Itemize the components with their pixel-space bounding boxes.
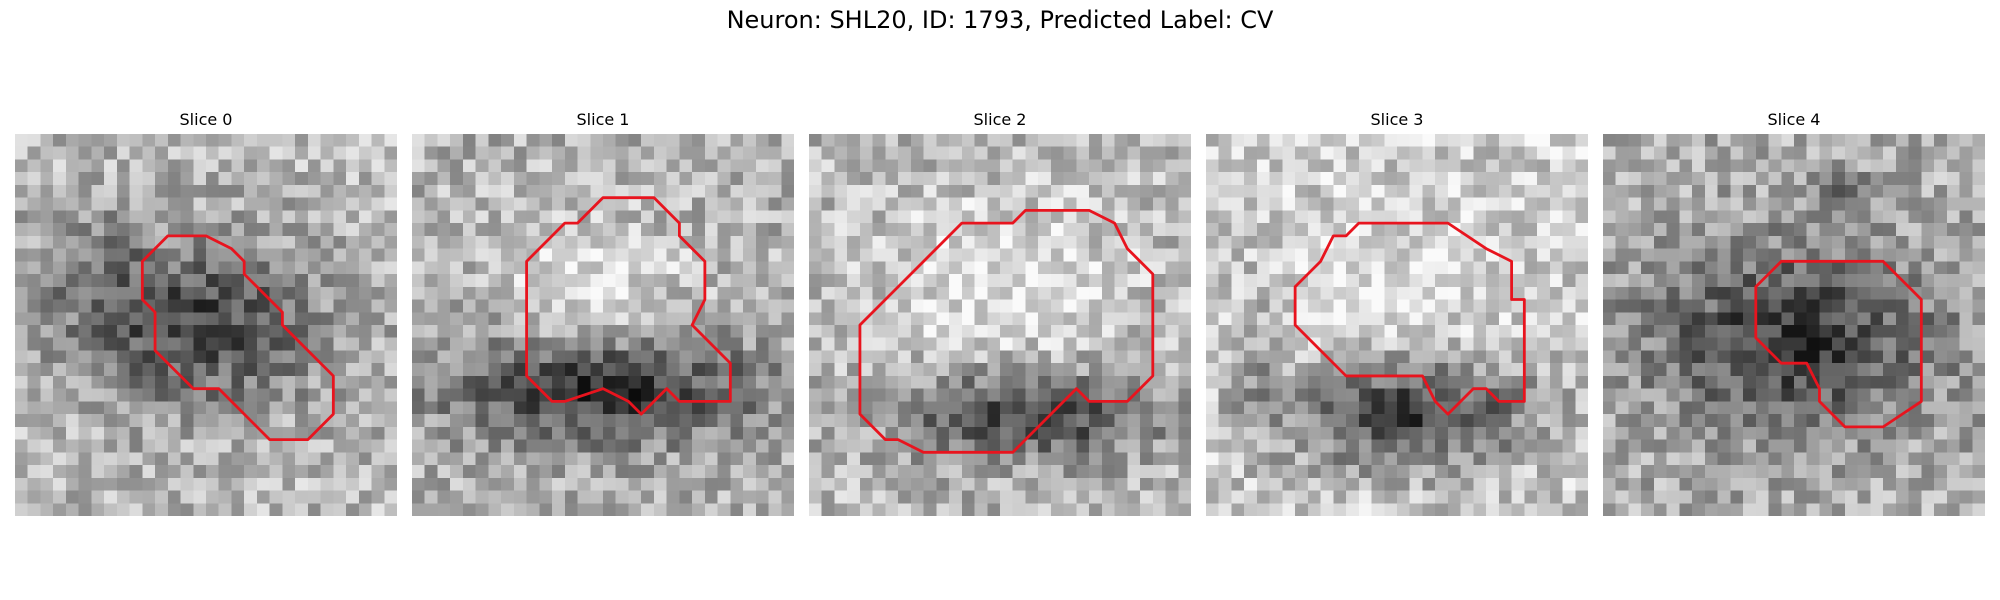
- slice-title: Slice 3: [1370, 110, 1424, 129]
- segmentation-contour: [525, 196, 732, 416]
- slice-image: [809, 134, 1191, 516]
- segmentation-contour: [1754, 259, 1923, 429]
- segmentation-contour: [858, 208, 1155, 454]
- segmentation-contour: [1293, 221, 1526, 416]
- slice-image: [1603, 134, 1985, 516]
- segmentation-contour: [140, 234, 335, 442]
- slice-image: [412, 134, 794, 516]
- slice-title: Slice 0: [179, 110, 233, 129]
- slice-title: Slice 4: [1767, 110, 1821, 129]
- slice-title: Slice 1: [576, 110, 630, 129]
- slice-title: Slice 2: [973, 110, 1027, 129]
- figure-title: Neuron: SHL20, ID: 1793, Predicted Label…: [726, 6, 1274, 34]
- slice-image: [1206, 134, 1588, 516]
- slice-image: [15, 134, 397, 516]
